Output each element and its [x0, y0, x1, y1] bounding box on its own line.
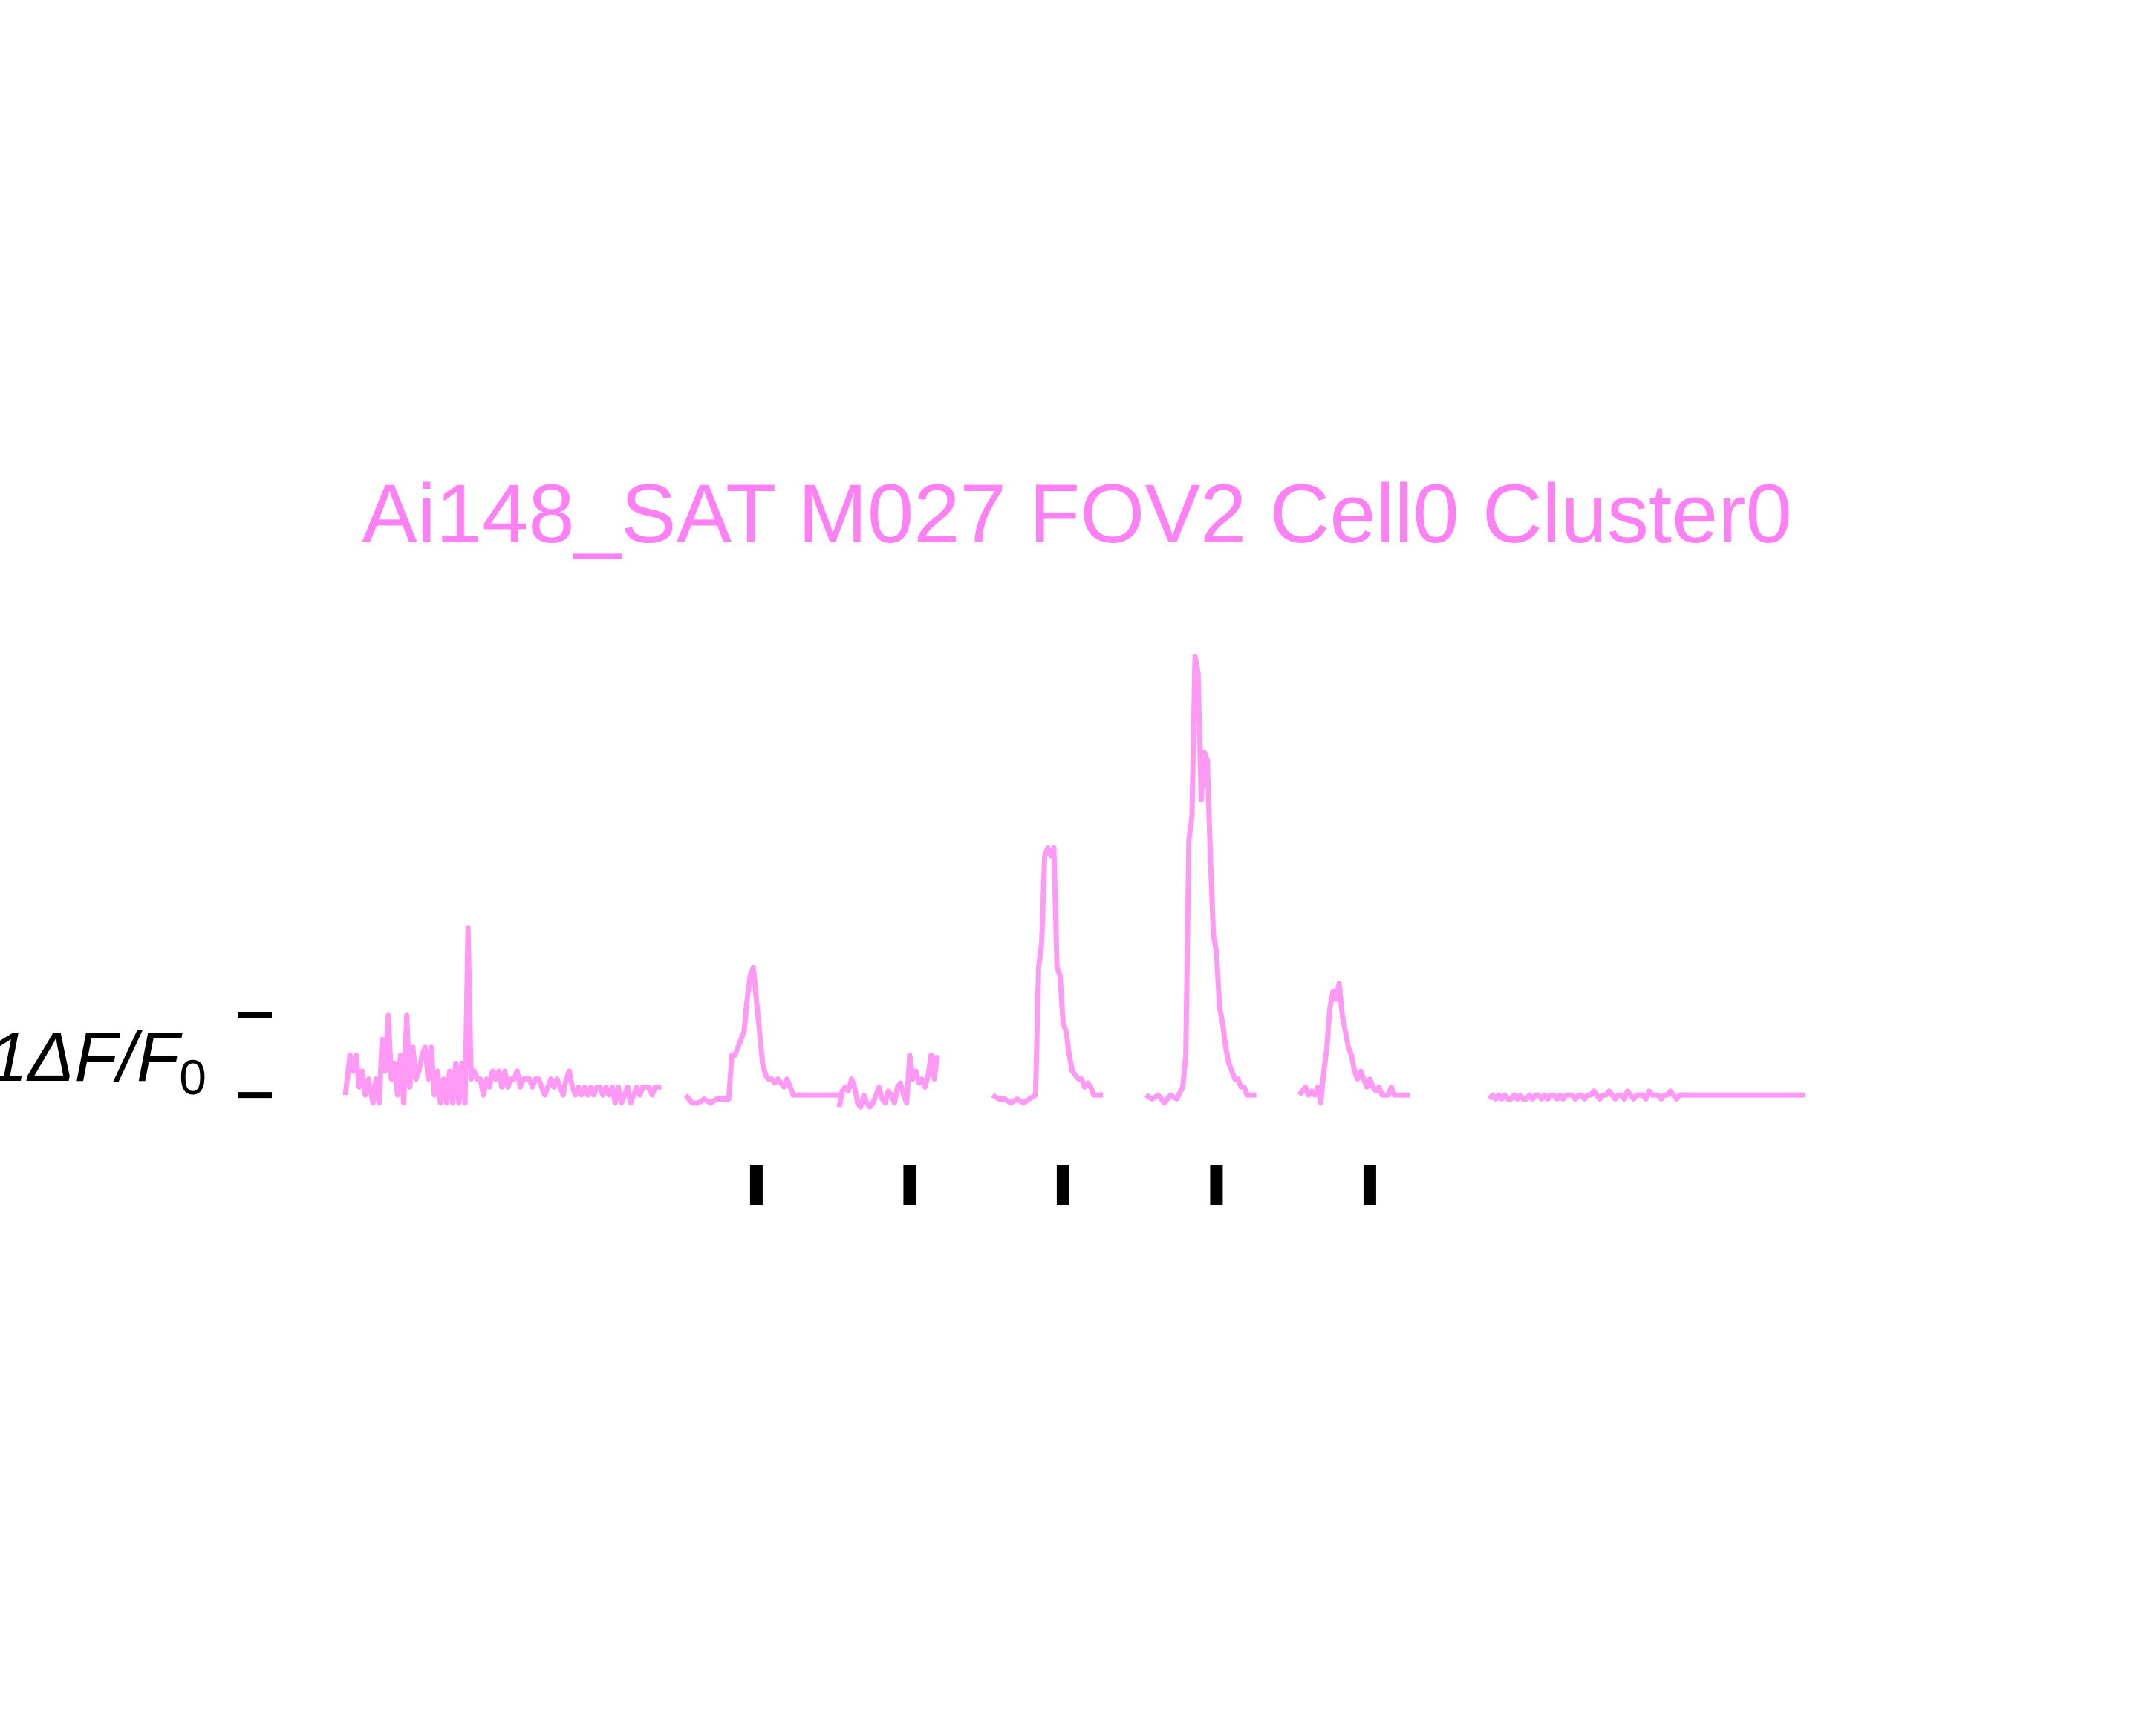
trace-trial-2 [836, 1052, 940, 1110]
y-label-f0: F [137, 1018, 183, 1096]
y-label-scale: 1 [0, 1018, 27, 1096]
y-label-delta: Δ [26, 1018, 74, 1096]
trace-group [342, 654, 1805, 1110]
trace-trial-1 [683, 964, 839, 1106]
trace-trial-5 [1297, 981, 1410, 1106]
stimulus-tick-group [749, 1165, 1376, 1205]
y-axis-label: 1ΔF/F0 [0, 1018, 206, 1105]
chart-title: Ai148_SAT M027 FOV2 Cell0 Cluster0 [362, 467, 1792, 560]
trace-baseline-post [1487, 1088, 1805, 1102]
trace-trial-3 [991, 845, 1104, 1106]
scale-bar [238, 1012, 272, 1099]
y-label-f: F [74, 1018, 120, 1096]
trace-baseline-pre [342, 925, 662, 1106]
y-label-subscript: 0 [179, 1050, 206, 1105]
trace-trial-4 [1144, 654, 1257, 1106]
